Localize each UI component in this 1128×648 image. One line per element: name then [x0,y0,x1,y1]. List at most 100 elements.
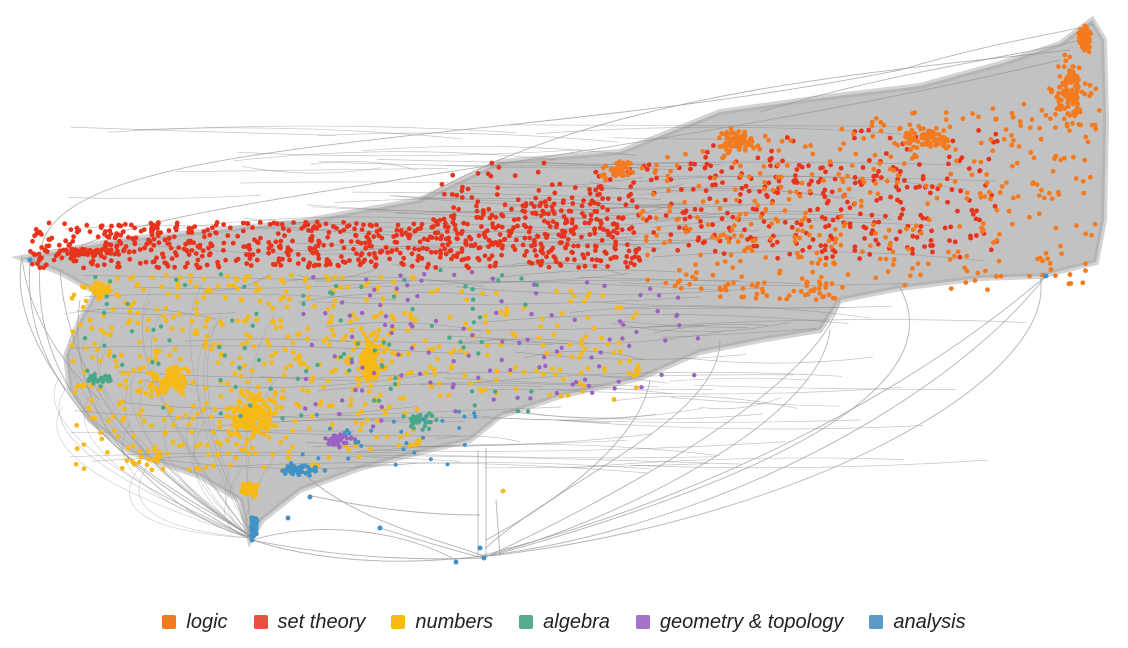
set-theory-node [429,224,435,230]
numbers-node [333,367,338,373]
graph-edge [654,175,996,182]
logic-node [757,146,763,152]
set-theory-node [221,222,227,227]
logic-node [869,123,875,129]
set-theory-node [227,225,233,231]
numbers-node [229,388,234,393]
logic-node [886,227,892,233]
set-theory-node [438,251,444,256]
graph-edge [286,276,484,287]
set-theory-node [199,253,205,259]
numbers-node [232,430,238,435]
numbers-node [283,347,288,352]
numbers-node [169,326,175,332]
set-theory-node [966,166,972,172]
algebra-node [372,348,377,353]
numbers-node [125,371,131,377]
set-theory-node [587,232,593,237]
algebra-node [304,369,309,374]
set-theory-node [459,195,465,200]
numbers-node [372,376,377,382]
graph-edge [502,410,763,420]
numbers-node [163,384,169,390]
logic-node [883,256,889,262]
set-theory-node [594,257,600,263]
graph-edge [21,257,101,401]
set-theory-node [977,168,983,173]
geometry-topology-node [341,440,347,446]
logic-node [791,288,797,294]
numbers-node [346,447,352,452]
logic-node [718,233,724,238]
logic-node [885,269,891,275]
numbers-node [227,414,233,420]
numbers-node [254,428,260,434]
logic-node [775,174,781,180]
set-theory-node [387,256,392,262]
logic-node [962,265,968,271]
set-theory-node [897,229,903,235]
set-theory-node [500,213,506,219]
numbers-node [306,295,311,300]
set-theory-node [522,209,528,215]
numbers-node [146,357,152,362]
set-theory-node [316,238,322,244]
logic-node [786,293,792,298]
algebra-node [376,398,382,403]
set-theory-node [893,236,899,242]
set-theory-node [620,216,625,222]
numbers-node [194,444,200,449]
graph-edge [607,374,794,378]
numbers-node [359,421,365,427]
logic-node [797,235,802,241]
numbers-node [155,459,161,464]
set-theory-node [806,218,812,224]
numbers-node [627,358,632,364]
set-theory-node [588,217,594,223]
set-theory-node [952,239,958,245]
set-theory-node [341,227,347,233]
numbers-node [568,288,574,294]
graph-edge [759,39,1081,113]
logic-node [823,281,829,286]
set-theory-node [561,198,566,203]
set-theory-node [36,251,42,257]
set-theory-node [359,227,365,233]
set-theory-node [254,257,260,263]
logic-node [715,261,720,267]
logic-node [867,190,873,195]
logic-node [1009,221,1015,227]
set-theory-node [67,241,73,247]
numbers-node [211,341,217,347]
numbers-node [131,368,137,373]
algebra-node [268,386,273,391]
set-theory-node [189,248,195,253]
numbers-node [446,392,452,398]
set-theory-node [489,253,495,259]
logic-node [731,223,737,229]
numbers-node [234,441,240,447]
geometry-topology-node [309,342,315,348]
numbers-node [135,320,141,326]
logic-node [851,131,856,137]
set-theory-node [394,227,400,233]
numbers-node [339,275,345,280]
graph-edge [359,241,661,252]
logic-node [878,120,884,125]
set-theory-node [59,255,65,261]
set-theory-node [930,249,935,255]
numbers-node [205,442,210,448]
numbers-node [374,314,380,319]
logic-node [833,236,839,242]
numbers-node [87,406,92,412]
set-theory-node [769,155,774,161]
numbers-node [266,435,272,440]
numbers-node [591,325,597,331]
graph-edge [124,379,253,539]
logic-node [1009,142,1015,148]
set-theory-node [394,247,399,253]
set-theory-node [789,225,795,230]
numbers-node [178,387,184,393]
set-theory-node [830,254,835,259]
logic-node [650,192,656,197]
